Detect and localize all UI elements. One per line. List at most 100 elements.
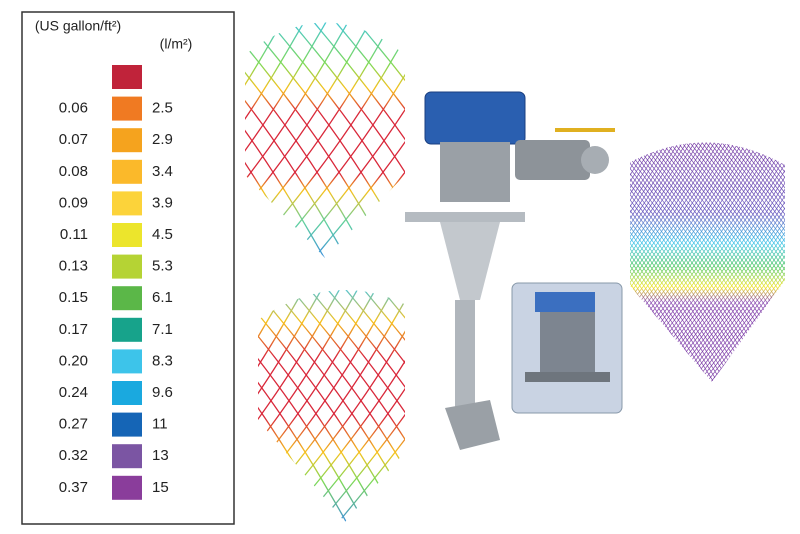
lattice-line bbox=[625, 142, 760, 382]
lattice-line bbox=[688, 142, 785, 382]
lattice-line bbox=[625, 142, 741, 382]
lattice-line bbox=[625, 142, 761, 382]
lattice-line bbox=[258, 290, 379, 522]
us-value: 0.37 bbox=[59, 479, 88, 496]
lattice-line bbox=[627, 142, 785, 382]
lattice-line bbox=[625, 142, 753, 382]
lattice-line bbox=[263, 22, 405, 258]
lattice-line bbox=[651, 142, 785, 382]
lattice-line bbox=[676, 142, 785, 382]
lattice-line bbox=[625, 142, 665, 382]
lattice-line bbox=[625, 142, 785, 382]
lattice-line bbox=[707, 142, 785, 382]
lattice-line bbox=[625, 142, 784, 382]
lattice-line bbox=[625, 142, 745, 382]
metric-unit: (l/m²) bbox=[160, 36, 193, 52]
lattice-line bbox=[245, 22, 375, 258]
lattice-line bbox=[258, 290, 349, 522]
lattice-line bbox=[625, 142, 780, 382]
lattice-line bbox=[672, 142, 785, 382]
lattice-line bbox=[225, 140, 397, 385]
lattice-line bbox=[625, 142, 765, 382]
lattice-line bbox=[655, 142, 785, 382]
lattice-line bbox=[245, 22, 405, 258]
lattice-line bbox=[625, 142, 785, 382]
lattice-line bbox=[783, 142, 785, 382]
metric-value: 2.9 bbox=[152, 131, 173, 148]
us-value: 0.11 bbox=[60, 226, 88, 243]
us-value: 0.08 bbox=[59, 163, 88, 180]
lattice-line bbox=[258, 290, 361, 522]
color-swatch bbox=[112, 475, 142, 500]
lattice-line bbox=[307, 22, 405, 258]
lattice-line bbox=[735, 142, 785, 382]
lattice-line bbox=[245, 22, 331, 258]
metric-value: 3.9 bbox=[152, 194, 173, 211]
lattice-line bbox=[625, 142, 740, 382]
lattice-line bbox=[675, 142, 785, 382]
lattice-line bbox=[625, 142, 785, 382]
lattice-line bbox=[660, 142, 785, 382]
lattice-line bbox=[625, 142, 693, 382]
lattice-line bbox=[700, 142, 785, 382]
us-value: 0.09 bbox=[59, 194, 88, 211]
lattice-line bbox=[267, 22, 405, 258]
lattice-line bbox=[652, 142, 785, 382]
color-swatch bbox=[112, 317, 142, 342]
lattice-line bbox=[625, 142, 720, 382]
metric-value: 2.5 bbox=[152, 100, 173, 117]
lattice-line bbox=[691, 142, 785, 382]
lattice-line bbox=[287, 290, 432, 522]
lattice-line bbox=[793, 140, 800, 385]
lattice-line bbox=[625, 142, 669, 382]
us-unit: (US gallon/ft²) bbox=[35, 18, 121, 34]
lattice-line bbox=[704, 142, 785, 382]
lattice-line bbox=[625, 142, 732, 382]
color-swatch bbox=[112, 159, 142, 184]
lattice-line bbox=[639, 142, 785, 382]
lattice-line bbox=[245, 22, 309, 258]
lattice-line bbox=[643, 142, 785, 382]
lattice-line bbox=[625, 142, 785, 382]
lattice-line bbox=[751, 142, 785, 382]
lattice-line bbox=[727, 142, 785, 382]
lattice-line bbox=[625, 142, 713, 382]
metric-value: 11 bbox=[152, 416, 168, 433]
lattice-line bbox=[245, 22, 287, 258]
lattice-line bbox=[625, 142, 728, 382]
lattice-line bbox=[668, 142, 785, 382]
lattice-line bbox=[625, 142, 748, 382]
lattice-line bbox=[715, 142, 785, 382]
lattice-line bbox=[792, 140, 800, 385]
color-swatch bbox=[112, 65, 142, 89]
lattice-line bbox=[351, 22, 405, 258]
lattice-line bbox=[648, 142, 785, 382]
lattice-line bbox=[625, 142, 701, 382]
lattice-line bbox=[647, 142, 785, 382]
lattice-line bbox=[0, 15, 22, 260]
us-value: 0.20 bbox=[59, 352, 88, 369]
lattice-line bbox=[708, 142, 785, 382]
color-swatch bbox=[112, 254, 142, 279]
lattice-line bbox=[625, 142, 785, 382]
color-swatch bbox=[112, 223, 142, 247]
lattice-line bbox=[731, 142, 785, 382]
lattice-line bbox=[784, 142, 785, 382]
lattice-line bbox=[779, 142, 785, 382]
color-swatch bbox=[112, 191, 142, 216]
lattice-line bbox=[679, 142, 785, 382]
lattice-line bbox=[739, 142, 785, 382]
lattice-line bbox=[311, 22, 405, 258]
lattice-line bbox=[687, 142, 785, 382]
metric-value: 15 bbox=[152, 479, 169, 496]
lattice-line bbox=[258, 290, 307, 522]
lattice-line bbox=[625, 142, 733, 382]
lattice-line bbox=[625, 142, 685, 382]
lattice-line bbox=[359, 290, 432, 522]
lattice-line bbox=[625, 142, 716, 382]
metric-value: 8.3 bbox=[152, 352, 173, 369]
lattice-line bbox=[625, 142, 785, 382]
lattice-line bbox=[625, 142, 724, 382]
lattice-line bbox=[659, 142, 785, 382]
